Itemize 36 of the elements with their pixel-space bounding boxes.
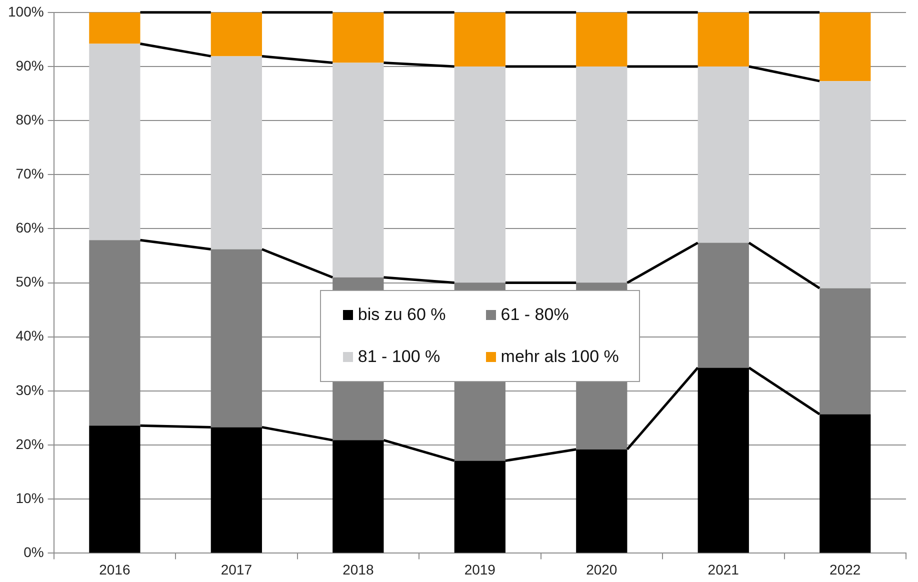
x-tick-label: 2018 [342, 561, 374, 578]
bar [698, 66, 749, 243]
bar [698, 12, 749, 66]
bar [454, 12, 506, 66]
x-tick-label: 2021 [708, 561, 740, 578]
x-tick-label: 2016 [99, 561, 130, 578]
y-tick-label: 70% [16, 166, 44, 182]
x-tick-label: 2017 [220, 561, 252, 578]
bar [576, 66, 628, 283]
x-tick-label: 2019 [464, 561, 496, 578]
y-tick-label: 30% [16, 382, 44, 398]
y-tick-label: 20% [16, 436, 44, 452]
y-tick-label: 100% [8, 3, 44, 20]
bar [332, 12, 384, 63]
legend-label: mehr als 100 % [500, 346, 619, 367]
y-tick-label: 10% [16, 490, 44, 506]
bar [210, 56, 262, 250]
legend-label: 61 - 80% [500, 304, 569, 325]
bar [576, 12, 628, 66]
legend-label: bis zu 60 % [358, 304, 446, 325]
bar [89, 12, 140, 44]
x-tick-label: 2020 [586, 561, 618, 578]
y-tick-label: 80% [16, 111, 44, 128]
bar [820, 81, 871, 288]
x-tick-label: 2022 [830, 561, 861, 578]
bar [454, 66, 506, 283]
bar [820, 12, 871, 82]
y-tick-label: 40% [16, 328, 44, 344]
y-tick-label: 50% [16, 274, 44, 290]
bar [332, 62, 384, 278]
y-tick-label: 0% [24, 544, 44, 560]
legend-label: 81 - 100 % [358, 346, 440, 367]
bar [89, 44, 140, 240]
y-tick-label: 60% [16, 220, 44, 236]
y-tick-label: 90% [16, 57, 44, 74]
bar [210, 12, 262, 56]
